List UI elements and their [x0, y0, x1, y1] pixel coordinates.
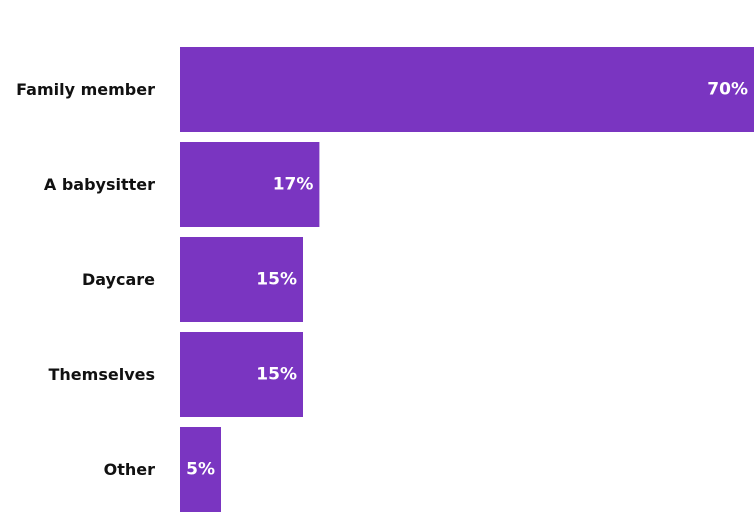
value-label-other: 5% [186, 460, 215, 480]
value-label-daycare: 15% [256, 270, 297, 290]
category-label-themselves: Themselves [49, 365, 156, 384]
category-label-family-member: Family member [16, 80, 155, 99]
bar-other [180, 427, 221, 512]
category-label-a-babysitter: A babysitter [44, 175, 155, 194]
bar-themselves [180, 332, 303, 417]
value-label-family-member: 70% [707, 80, 748, 100]
category-label-other: Other [104, 460, 155, 479]
bar-a-babysitter [180, 142, 320, 227]
bar-family-member [180, 47, 754, 132]
labels-layer: Family member 70% A babysitter 17% Daycare 15… [16, 80, 748, 480]
value-label-themselves: 15% [256, 365, 297, 385]
bar-daycare [180, 237, 303, 322]
category-label-daycare: Daycare [82, 270, 155, 289]
bars-layer [180, 47, 754, 512]
value-label-a-babysitter: 17% [273, 175, 314, 195]
